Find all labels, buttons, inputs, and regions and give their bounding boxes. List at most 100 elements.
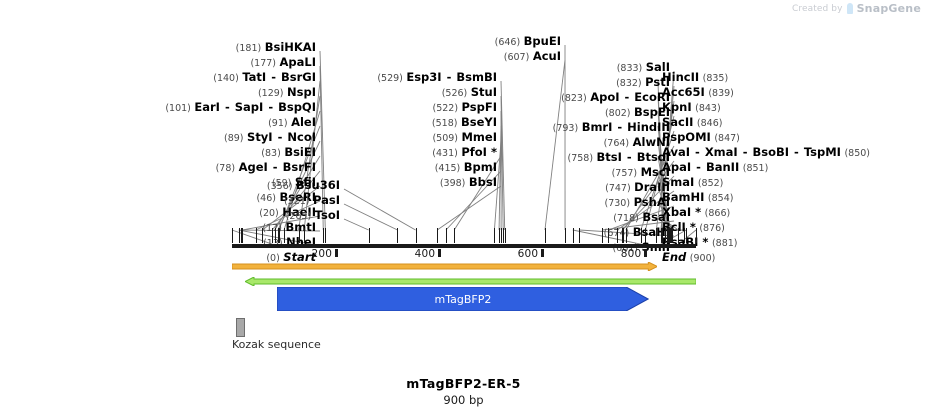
enzyme-label-row: (758) BtsI - Btsɑl: [0, 150, 670, 164]
enzyme-position: (793): [552, 123, 579, 134]
enzyme-name: Acc65I: [662, 85, 705, 99]
enzyme-name: BsrFI: [282, 160, 316, 174]
enzyme-label-row: (321) PasI: [0, 193, 340, 207]
feature-orange-backbone[interactable]: [232, 262, 658, 271]
restriction-site-tick: [272, 228, 274, 243]
enzyme-name: TspMI: [803, 145, 841, 159]
enzyme-label-row: (415) BpmI: [0, 160, 497, 174]
enzyme-name: BsiEI: [284, 145, 316, 159]
enzyme-label-row: (91) AleI: [0, 115, 316, 129]
enzyme-position: (758): [567, 153, 594, 164]
restriction-site-tick: [232, 228, 233, 243]
enzyme-name: TatI: [242, 70, 267, 84]
enzyme-name: SalI: [645, 60, 670, 74]
enzyme-label-row: (764) AlwNI: [0, 135, 670, 149]
enzyme-name: BpuEI: [523, 34, 561, 48]
enzyme-label-row: BamHI (854): [662, 191, 734, 204]
enzyme-position: (851): [742, 163, 769, 174]
restriction-site-tick: [240, 228, 242, 243]
enzyme-position: (509): [432, 133, 458, 144]
restriction-site-tick: [625, 228, 627, 243]
restriction-site-tick: [622, 228, 624, 243]
restriction-site-tick: [255, 228, 257, 243]
enzyme-separator: -: [738, 145, 752, 159]
enzyme-label-row: (89) StyI - NcoI: [0, 130, 316, 144]
enzyme-position: (20): [259, 208, 279, 219]
enzyme-name: HindIII: [627, 120, 670, 134]
enzyme-name: Esp3I: [406, 70, 442, 84]
restriction-site-tick: [454, 228, 456, 243]
enzyme-name: BpmI: [463, 160, 497, 174]
enzyme-label-row: (823) ApoI - EcoRI: [0, 91, 670, 104]
enzyme-name: AlwNI: [632, 135, 670, 149]
ruler-tick-label: 200: [311, 248, 333, 260]
restriction-site-tick: [262, 228, 264, 243]
feature-mTagBFP2[interactable]: mTagBFP2: [277, 287, 649, 311]
kozak-sequence-marker[interactable]: [236, 318, 246, 337]
enzyme-separator: -: [264, 100, 278, 114]
enzyme-position: (852): [697, 178, 724, 189]
enzyme-name: StuI: [470, 85, 497, 99]
enzyme-position: (265): [285, 211, 312, 222]
restriction-site-tick: [274, 228, 276, 243]
enzyme-label-row: (646) BpuEI: [0, 34, 561, 48]
enzyme-position: (832): [616, 78, 642, 89]
restriction-site-tick: [501, 228, 503, 243]
enzyme-name: AleI: [291, 115, 316, 129]
enzyme-label-group: (181) BsiHKAI (177) ApaLI (140) TatI - Bsr…: [0, 34, 870, 264]
watermark-brand: SnapGene: [856, 2, 921, 15]
enzyme-name: NspI: [287, 85, 316, 99]
enzyme-name: BsiHKAI: [264, 40, 316, 54]
enzyme-label-row: BclI * (876): [662, 221, 725, 234]
restriction-site-tick: [499, 228, 501, 243]
enzyme-separator: -: [267, 70, 280, 84]
map-size-label: 900 bp: [443, 393, 484, 407]
enzyme-name: HaeII: [282, 205, 316, 219]
enzyme-label-row: (431) PfoI *: [0, 146, 497, 159]
enzyme-position: (854): [707, 193, 734, 204]
enzyme-name: AvaI: [662, 145, 691, 159]
enzyme-label-row: (0) Start: [0, 251, 316, 264]
enzyme-position: (78): [215, 163, 236, 174]
restriction-site-tick: [579, 228, 581, 243]
enzyme-position: (526): [441, 88, 468, 99]
enzyme-name: AgeI: [238, 160, 268, 174]
restriction-site-tick: [668, 228, 670, 243]
enzyme-name: HincII: [662, 70, 700, 84]
enzyme-label-row: (78) AgeI - BsrFI: [0, 160, 316, 174]
enzyme-name: BbsI: [468, 175, 497, 189]
enzyme-label-row: (20) HaeII: [0, 205, 316, 219]
restriction-site-tick: [284, 228, 286, 243]
enzyme-position: (900): [689, 253, 716, 264]
feature-green-backbone[interactable]: [244, 277, 696, 286]
enzyme-separator: -: [622, 150, 636, 164]
enzyme-position: (661): [612, 243, 638, 254]
enzyme-position: (129): [257, 88, 284, 99]
restriction-site-tick: [323, 228, 325, 243]
enzyme-name: BseYI: [460, 115, 497, 129]
enzyme-label-row: SmaI (852): [662, 176, 724, 189]
restriction-site-tick: [445, 228, 447, 243]
restriction-site-tick: [503, 228, 505, 243]
snapgene-watermark: Created by SnapGene: [792, 2, 921, 15]
enzyme-name: BanII: [705, 160, 740, 174]
restriction-site-tick: [572, 228, 574, 243]
enzyme-label-row: (607) AcuI: [0, 50, 561, 63]
enzyme-label-row: SacII (846): [662, 116, 722, 129]
enzyme-position: (833): [616, 63, 643, 74]
enzyme-label-row: (529) Esp3I - BsmBI: [0, 70, 497, 84]
enzyme-label-row: (13) NheI: [0, 236, 316, 249]
restriction-site-tick: [242, 228, 244, 243]
enzyme-separator: -: [273, 130, 287, 144]
enzyme-name: PasI: [312, 193, 340, 207]
enzyme-name: EarI: [194, 100, 220, 114]
enzyme-name: BmtI: [285, 220, 316, 234]
enzyme-name: PstI: [645, 75, 670, 89]
restriction-site-tick: [696, 228, 697, 243]
enzyme-separator: -: [220, 100, 234, 114]
enzyme-star: *: [698, 235, 709, 249]
restriction-site-tick: [325, 228, 327, 243]
restriction-site-tick: [666, 228, 668, 243]
ruler-tick-label: 800: [620, 248, 642, 260]
